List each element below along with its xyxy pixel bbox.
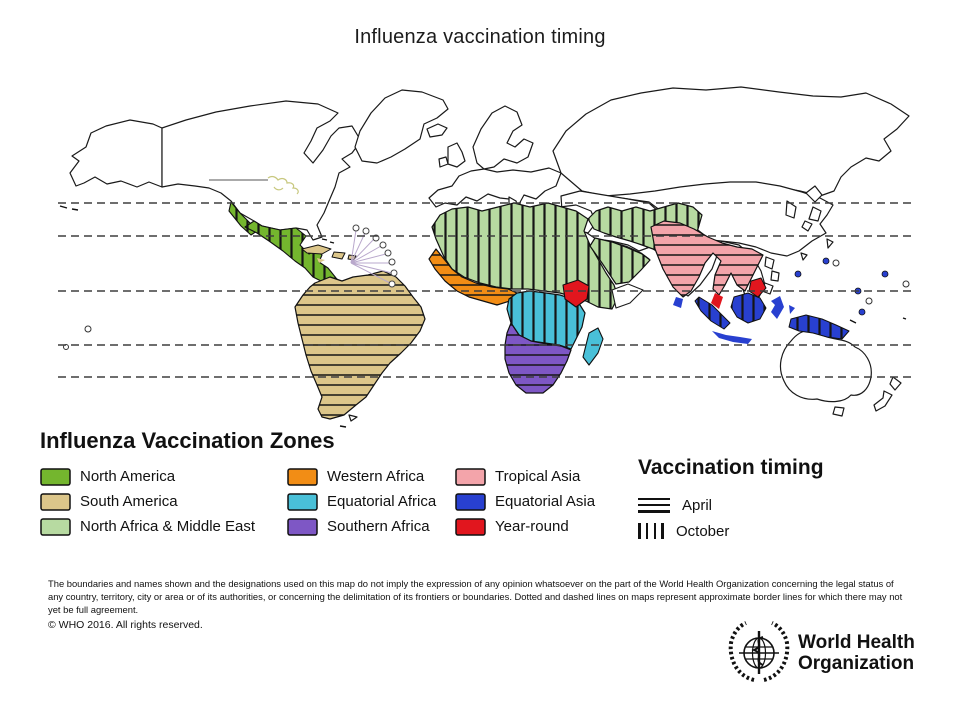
north-africa-middle-east-swatch	[40, 517, 71, 536]
western-africa-label: Western Africa	[327, 468, 425, 485]
who-logo-line2: Organization	[798, 653, 915, 674]
year-round-swatch	[455, 517, 486, 536]
zones-legend-column-2: Western Africa Equatorial Africa Souther…	[287, 464, 436, 539]
landmass-tasmania	[832, 406, 845, 417]
vaccination-zones	[228, 201, 850, 420]
landmass-somalia-horn	[611, 283, 644, 309]
landmass-canada-us	[161, 100, 362, 241]
south-america-swatch	[40, 492, 71, 511]
landmass-russia	[552, 86, 910, 197]
pacific-islands-filled	[794, 257, 889, 316]
year-round-label: Year-round	[495, 518, 569, 535]
landmass-greenland	[354, 89, 449, 164]
pacific-islands-open	[63, 259, 910, 350]
landmass-alaska	[69, 119, 163, 188]
timing-legend-items: April October	[638, 492, 729, 544]
zones-legend-heading: Influenza Vaccination Zones	[40, 428, 335, 453]
landmass-japan	[801, 185, 823, 232]
landmass-ireland	[438, 156, 449, 168]
tropical-asia-swatch	[455, 467, 486, 486]
horizontal-lines-icon	[638, 497, 670, 513]
equatorial-asia-label: Equatorial Asia	[495, 493, 596, 510]
october-label: October	[676, 522, 730, 540]
legend-item-equatorial-africa: Equatorial Africa	[287, 489, 436, 514]
bahamas-marks	[59, 205, 907, 428]
legend-item-south-america: South America	[40, 489, 255, 514]
legend-item-year-round: Year-round	[455, 514, 595, 539]
caribbean-island-circles	[352, 224, 398, 288]
landmass-europe	[428, 167, 562, 208]
legend-item-equatorial-asia: Equatorial Asia	[455, 489, 595, 514]
north-africa-middle-east-label: North Africa & Middle East	[80, 518, 256, 535]
page-title: Influenza vaccination timing	[354, 26, 606, 48]
south-america-label: South America	[80, 493, 178, 510]
tropical-asia-label: Tropical Asia	[495, 468, 581, 485]
north-america-label: North America	[80, 468, 176, 485]
boundaries-disclaimer: The boundaries and names shown and the d…	[48, 578, 903, 616]
western-africa-swatch	[287, 467, 318, 486]
landmass-new-zealand	[873, 376, 902, 412]
equatorial-asia-swatch	[455, 492, 486, 511]
legend-item-tropical-asia: Tropical Asia	[455, 464, 595, 489]
landmass-scandinavia	[472, 105, 534, 170]
who-logo-line1: World Health	[798, 632, 915, 653]
caribbean-leader-lines	[350, 229, 393, 284]
vertical-lines-icon	[638, 523, 664, 539]
landmass-australia	[779, 329, 872, 403]
legend-item-north-africa-middle-east: North Africa & Middle East	[40, 514, 255, 539]
timing-item-april: April	[638, 492, 729, 518]
legend-item-southern-africa: Southern Africa	[287, 514, 436, 539]
zones-legend-column-3: Tropical Asia Equatorial Asia Year-round	[455, 464, 595, 539]
landmass-uk	[447, 142, 466, 168]
copyright-notice: © WHO 2016. All rights reserved.	[48, 619, 203, 631]
landmass-korea	[785, 200, 797, 219]
legend-item-western-africa: Western Africa	[287, 464, 436, 489]
who-logo: World Health Organization	[728, 618, 938, 688]
legend-item-north-america: North America	[40, 464, 255, 489]
april-label: April	[682, 496, 713, 514]
southern-africa-label: Southern Africa	[327, 518, 430, 535]
north-america-swatch	[40, 467, 71, 486]
landmass-iceland	[426, 123, 448, 138]
timing-item-october: October	[638, 518, 729, 544]
timing-legend-heading: Vaccination timing	[638, 456, 824, 479]
who-logo-text: World Health Organization	[798, 632, 915, 674]
equatorial-africa-label: Equatorial Africa	[327, 493, 437, 510]
great-lakes-outline	[267, 175, 299, 195]
equatorial-africa-swatch	[287, 492, 318, 511]
who-emblem-icon	[728, 621, 790, 682]
landmass-falklands	[348, 414, 358, 422]
zones-legend-column-1: North America South America North Africa…	[40, 464, 255, 539]
landmass-taiwan-hainan	[800, 238, 834, 261]
southern-africa-swatch	[287, 517, 318, 536]
